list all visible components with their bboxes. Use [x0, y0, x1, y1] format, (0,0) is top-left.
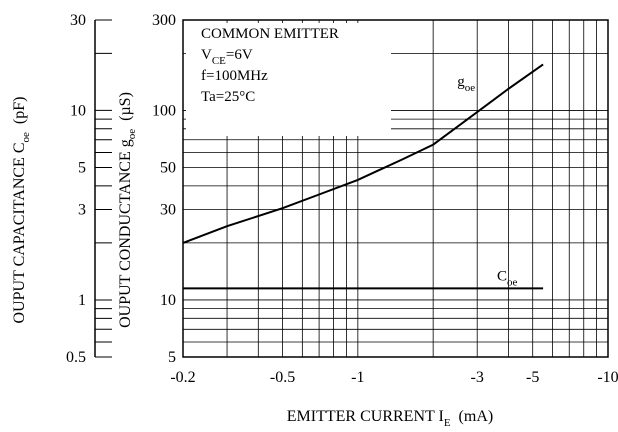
- y-tick-label-capacitance: 10: [70, 102, 86, 119]
- x-tick-label: -3: [471, 369, 484, 386]
- y-tick-label-capacitance: 5: [78, 159, 86, 176]
- condition-line: Ta=25°C: [201, 89, 255, 105]
- series-label: goe: [457, 74, 475, 94]
- x-tick-label: -5: [526, 369, 539, 386]
- series-group: goe Coe: [182, 63, 544, 290]
- x-tick-label: -10: [597, 369, 618, 386]
- y-tick-label-conductance: 30: [160, 202, 176, 219]
- y-tick-label-capacitance: 1: [78, 292, 86, 309]
- series-label: Coe: [497, 268, 518, 288]
- series-goe-line: [182, 63, 544, 244]
- conditions-box-background: [186, 23, 391, 136]
- y-tick-label-capacitance: 30: [70, 12, 86, 29]
- y-tick-label-conductance: 10: [160, 292, 176, 309]
- x-axis: -0.2 -0.5 -1 -3 -5 -10: [170, 369, 618, 386]
- y-tick-label-capacitance: 0.5: [66, 349, 86, 366]
- condition-line: VCE=6V: [201, 47, 253, 67]
- y-axis-conductance: 5 10 30 50 100 300: [152, 12, 176, 366]
- y-tick-label-conductance: 100: [152, 102, 176, 119]
- condition-line: f=100MHz: [201, 68, 268, 84]
- x-tick-label: -1: [351, 369, 364, 386]
- y-tick-label-conductance: 300: [152, 12, 176, 29]
- plot-frame: [182, 19, 609, 358]
- y-axis-label-conductance: OUPUT CONDUCTANCE goe(µS): [117, 92, 138, 328]
- x-tick-label: -0.2: [170, 369, 195, 386]
- x-tick-label: -0.5: [270, 369, 295, 386]
- conditions-box: COMMON EMITTER VCE=6Vf=100MHz Ta=25°C: [186, 23, 391, 136]
- condition-line: COMMON EMITTER: [201, 26, 339, 42]
- x-axis-label: EMITTER CURRENT IE (mA): [287, 408, 493, 429]
- y-tick-label-conductance: 50: [160, 159, 176, 176]
- y-tick-label-capacitance: 3: [78, 202, 86, 219]
- y-axis-label-capacitance: OUPUT CAPACITANCE Coe(pF): [11, 97, 32, 324]
- capacitance-axis: 0.5 1 3 5 10 30: [66, 12, 112, 366]
- y-tick-label-conductance: 5: [168, 349, 176, 366]
